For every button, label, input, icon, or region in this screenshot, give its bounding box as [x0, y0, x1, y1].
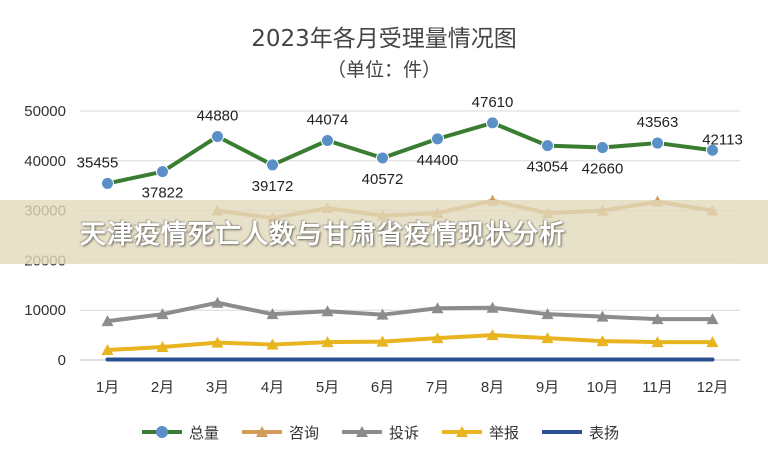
series-举报 — [101, 329, 719, 356]
data-label: 44074 — [307, 112, 349, 129]
data-point — [431, 302, 444, 314]
data-label: 37822 — [142, 185, 184, 202]
x-tick-label: 1月 — [96, 379, 119, 396]
legend-label: 咨询 — [289, 424, 319, 442]
x-tick-label: 5月 — [316, 379, 339, 396]
data-point — [156, 308, 169, 320]
x-tick-label: 10月 — [587, 379, 619, 396]
data-label: 43563 — [637, 114, 679, 131]
data-label: 39172 — [252, 178, 294, 195]
legend-marker — [456, 426, 468, 437]
data-point — [596, 141, 609, 155]
legend-item-举报: 举报 — [442, 424, 519, 442]
data-label: 42660 — [582, 161, 624, 178]
data-label: 42113 — [702, 131, 743, 148]
x-tick-label: 7月 — [426, 379, 449, 396]
data-point — [211, 336, 224, 348]
data-point — [101, 315, 114, 327]
data-point — [706, 313, 719, 325]
data-label: 43054 — [527, 159, 569, 176]
data-point — [651, 313, 664, 325]
y-tick-label: 10000 — [24, 302, 66, 319]
series-line-举报 — [105, 333, 715, 353]
legend-item-表扬: 表扬 — [542, 424, 619, 442]
data-point — [376, 335, 389, 347]
legend-label: 表扬 — [589, 424, 619, 442]
series-line-投诉 — [105, 300, 715, 324]
data-label: 44400 — [417, 152, 459, 169]
legend: 总量 咨询 投诉 举报 表扬 — [142, 424, 619, 442]
x-tick-label: 9月 — [536, 379, 559, 396]
legend-item-投诉: 投诉 — [342, 424, 419, 442]
legend-marker — [356, 426, 368, 437]
x-tick-label: 8月 — [481, 379, 504, 396]
data-point — [706, 336, 719, 348]
data-point — [211, 129, 224, 143]
data-point — [376, 151, 389, 165]
data-point — [651, 136, 664, 150]
data-point — [486, 116, 499, 130]
series-line-总量 — [105, 120, 715, 186]
data-point — [156, 165, 169, 179]
x-tick-label: 11月 — [642, 379, 673, 396]
data-point — [266, 338, 279, 350]
y-tick-label: 40000 — [24, 153, 66, 170]
data-label: 47610 — [472, 94, 514, 111]
data-point — [321, 336, 334, 348]
data-point — [156, 341, 169, 353]
data-label: 44880 — [197, 107, 239, 124]
data-point — [211, 296, 224, 308]
data-point — [266, 158, 279, 172]
legend-marker — [156, 426, 168, 438]
data-point — [101, 344, 114, 356]
data-label: 40572 — [362, 171, 404, 188]
data-point — [486, 329, 499, 341]
data-point — [321, 134, 334, 148]
legend-marker — [256, 426, 268, 437]
x-tick-label: 3月 — [206, 379, 229, 396]
data-labels: 35455 37822 44880 39172 44074 40572 44400 47610… — [77, 94, 743, 202]
data-point — [706, 143, 719, 157]
data-point — [541, 139, 554, 153]
series-总量 — [101, 116, 719, 190]
x-tick-label: 4月 — [261, 379, 284, 396]
banner-title: 天津疫情死亡人数与甘肃省疫情现状分析 — [80, 220, 567, 250]
data-point — [651, 336, 664, 348]
banner: 天津疫情死亡人数与甘肃省疫情现状分析 — [0, 200, 768, 264]
y-tick-label: 0 — [58, 352, 66, 369]
data-point — [431, 332, 444, 344]
data-label: 35455 — [77, 154, 119, 171]
x-tick-label: 6月 — [371, 379, 394, 396]
data-point — [101, 176, 114, 190]
data-point — [596, 335, 609, 347]
legend-label: 投诉 — [389, 424, 419, 442]
x-tick-label: 12月 — [697, 379, 729, 396]
chart-title: 2023年各月受理量情况图 — [251, 26, 517, 52]
data-point — [541, 332, 554, 344]
legend-item-咨询: 咨询 — [242, 424, 319, 442]
x-tick-label: 2月 — [151, 379, 174, 396]
data-point — [596, 310, 609, 322]
data-point — [376, 308, 389, 320]
legend-item-总量: 总量 — [142, 424, 219, 442]
y-tick-label: 50000 — [24, 103, 66, 120]
data-point — [321, 305, 334, 317]
data-point — [486, 301, 499, 313]
data-point — [431, 132, 444, 146]
legend-label: 举报 — [489, 424, 519, 442]
series-投诉 — [101, 296, 719, 327]
legend-label: 总量 — [189, 424, 219, 442]
data-point — [266, 308, 279, 320]
data-point — [541, 308, 554, 320]
chart-subtitle: （单位：件） — [327, 59, 441, 81]
